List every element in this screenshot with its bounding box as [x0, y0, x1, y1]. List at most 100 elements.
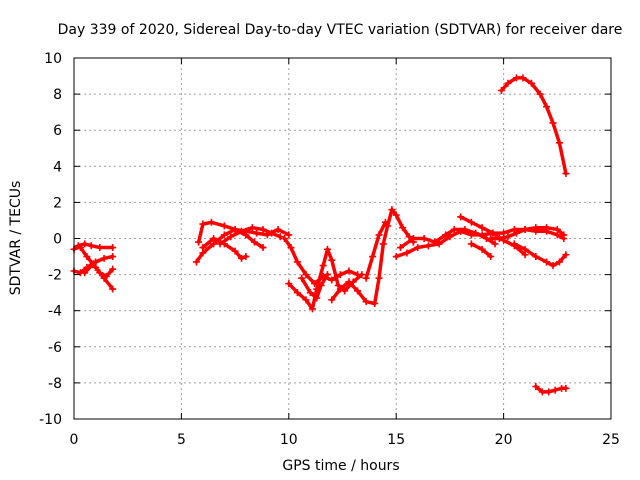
data-point-plus: [399, 224, 407, 232]
y-tick-labels: -10 -8 -6 -4 -2 0 2 4 6 8 10: [39, 51, 62, 428]
data-point-plus: [560, 231, 568, 239]
data-point-plus: [532, 383, 540, 391]
data-point-plus: [336, 271, 344, 279]
data-point-plus: [538, 388, 546, 396]
data-point-plus: [528, 79, 536, 87]
data-point-plus: [532, 224, 540, 232]
data-point-plus: [562, 251, 570, 259]
series-arc-16: [457, 213, 529, 259]
data-point-plus: [487, 235, 495, 242]
data-point-plus: [319, 262, 327, 270]
data-point-plus: [227, 233, 235, 241]
data-point-plus: [478, 224, 486, 232]
x-tick-label: 5: [177, 432, 186, 448]
series-arc-11: [298, 271, 331, 302]
data-point-plus: [210, 235, 218, 242]
data-point-plus: [274, 225, 282, 233]
x-tick-labels: 0 5 10 15 20 25: [70, 432, 620, 448]
data-point-plus: [293, 258, 301, 266]
data-point-plus: [375, 231, 383, 239]
data-point-plus: [555, 139, 563, 147]
data-point-plus: [467, 240, 475, 248]
series-line: [469, 242, 493, 259]
series-line: [287, 247, 364, 311]
data-point-plus: [328, 296, 336, 304]
data-point-plus: [313, 294, 321, 302]
data-point-plus: [259, 244, 267, 252]
x-axis-title: GPS time / hours: [282, 458, 399, 474]
data-point-plus: [96, 269, 104, 277]
data-point-plus: [545, 388, 553, 396]
series-arc-15: [396, 225, 499, 252]
x-tick-label: 0: [70, 432, 79, 448]
data-point-plus: [323, 245, 331, 253]
x-tick-label: 15: [387, 432, 405, 448]
series-arc-10: [285, 245, 366, 313]
data-point-plus: [549, 119, 557, 127]
data-point-plus: [431, 238, 439, 246]
data-point-plus: [253, 229, 261, 237]
series-arc-4: [81, 260, 117, 280]
data-point-plus: [555, 258, 563, 266]
data-point-plus: [510, 240, 518, 248]
y-tick-label: 10: [44, 51, 62, 67]
data-point-plus: [435, 240, 443, 248]
data-point-plus: [504, 79, 512, 87]
data-point-plus: [543, 258, 551, 266]
data-point-plus: [487, 253, 495, 261]
y-axis-title: SDTVAR / TECUs: [8, 181, 24, 296]
data-point-plus: [442, 231, 450, 239]
data-point-plus: [381, 218, 389, 226]
y-tick-label: -8: [48, 376, 62, 392]
data-point-plus: [231, 247, 239, 255]
data-point-plus: [76, 244, 84, 252]
data-point-plus: [89, 260, 97, 268]
series-arc-6: [195, 218, 267, 252]
series-line: [364, 220, 388, 280]
data-point-plus: [472, 229, 480, 237]
data-point-plus: [102, 272, 110, 280]
data-point-plus: [302, 296, 310, 304]
data-point-plus: [562, 170, 570, 178]
data-point-plus: [392, 211, 400, 219]
data-point-plus: [549, 262, 557, 270]
data-point-plus: [409, 235, 417, 242]
grid: [74, 58, 611, 419]
data-point-plus: [495, 235, 503, 242]
data-point-plus: [336, 285, 344, 293]
axis-ticks: [73, 57, 612, 420]
data-point-plus: [216, 240, 224, 248]
data-point-plus: [242, 231, 250, 239]
data-point-plus: [446, 233, 454, 241]
data-point-plus: [521, 245, 529, 253]
data-point-plus: [414, 244, 422, 252]
data-point-plus: [375, 274, 383, 282]
series-line: [398, 227, 497, 250]
data-point-plus: [489, 229, 497, 237]
data-point-plus: [403, 249, 411, 257]
data-point-plus: [334, 281, 342, 289]
data-point-plus: [81, 240, 89, 248]
data-point-plus: [424, 242, 432, 250]
data-point-plus: [341, 287, 349, 295]
y-tick-label: -10: [39, 412, 62, 428]
data-point-plus: [510, 225, 518, 233]
data-point-plus: [504, 233, 512, 241]
data-point-plus: [362, 274, 370, 282]
y-tick-label: 2: [53, 195, 62, 211]
data-point-plus: [220, 231, 228, 239]
series-arc-12: [328, 206, 417, 307]
data-point-plus: [478, 245, 486, 253]
data-point-plus: [220, 222, 228, 230]
data-point-plus: [450, 225, 458, 233]
data-point-plus: [238, 227, 246, 235]
x-tick-label: 10: [280, 432, 298, 448]
x-tick-label: 25: [602, 432, 620, 448]
data-point-plus: [109, 265, 117, 273]
data-point-plus: [268, 229, 276, 237]
data-point-plus: [369, 253, 377, 261]
data-point-plus: [457, 213, 465, 221]
data-point-plus: [302, 271, 310, 279]
data-point-plus: [500, 229, 508, 237]
